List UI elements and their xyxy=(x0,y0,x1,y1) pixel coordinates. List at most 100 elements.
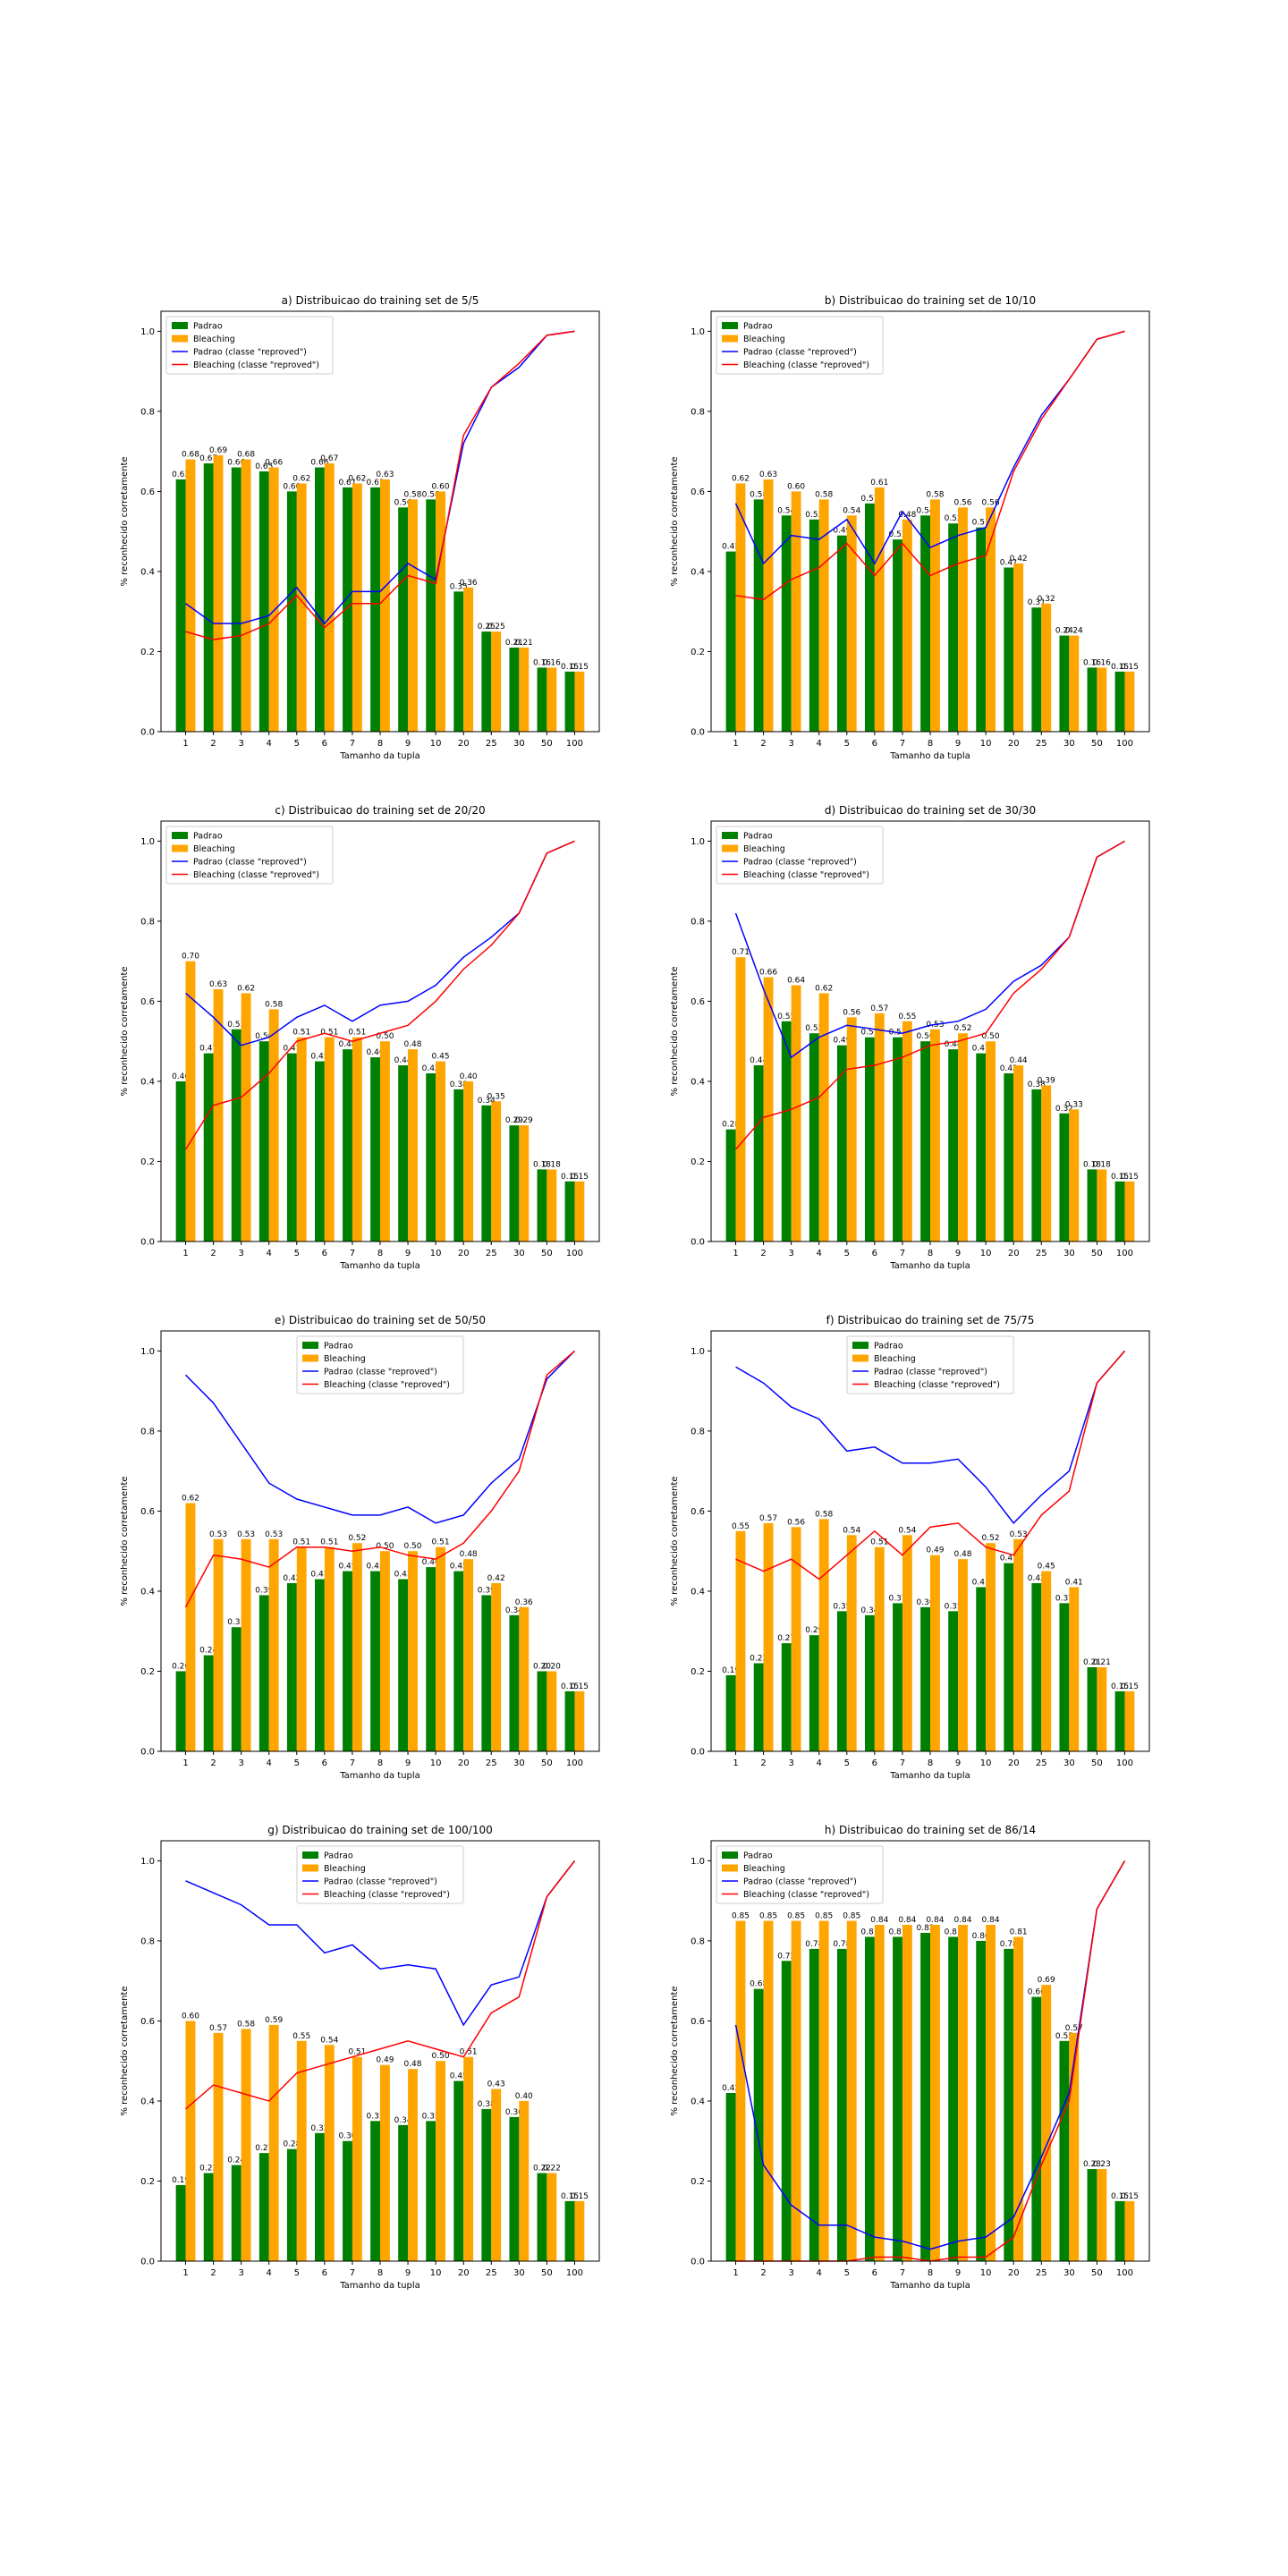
data-label: 0.23 xyxy=(1083,2160,1101,2169)
bar-bleaching xyxy=(735,957,746,1241)
data-label: 0.15 xyxy=(571,2192,589,2201)
legend-swatch xyxy=(722,335,738,343)
bar-bleaching xyxy=(818,1519,829,1751)
y-tick-label: 0.0 xyxy=(140,1238,155,1248)
bar-padrao xyxy=(864,1037,875,1241)
legend-swatch xyxy=(172,832,188,839)
bar-padrao xyxy=(370,487,380,732)
bar-padrao xyxy=(864,1614,875,1751)
data-label: 0.58 xyxy=(815,1510,833,1519)
data-label: 0.35 xyxy=(833,1602,851,1611)
x-tick-label: 5 xyxy=(294,1758,300,1768)
bar-bleaching xyxy=(1069,2032,1080,2261)
x-tick-label: 30 xyxy=(1063,739,1075,749)
data-label: 0.42 xyxy=(487,1574,505,1583)
x-tick-label: 6 xyxy=(322,1249,327,1258)
bar-bleaching xyxy=(519,2100,530,2261)
data-label: 0.16 xyxy=(1083,658,1101,667)
data-label: 0.38 xyxy=(450,1080,468,1089)
bar-bleaching xyxy=(986,1041,996,1241)
data-label: 0.37 xyxy=(888,1594,906,1603)
data-label: 0.20 xyxy=(172,1662,190,1671)
data-label: 0.15 xyxy=(1121,1173,1139,1182)
y-tick-label: 0.4 xyxy=(691,1587,705,1597)
bar-bleaching xyxy=(241,2029,251,2261)
y-tick-label: 0.6 xyxy=(691,487,705,497)
bar-padrao xyxy=(426,1073,436,1241)
data-label: 0.55 xyxy=(292,2032,310,2041)
data-label: 0.54 xyxy=(843,506,860,515)
legend-entry: Bleaching (classe "reproved") xyxy=(743,360,869,370)
data-label: 0.49 xyxy=(376,2056,394,2065)
bar-padrao xyxy=(1031,1583,1042,1751)
data-label: 0.15 xyxy=(561,1682,579,1691)
data-label: 0.51 xyxy=(460,2048,478,2057)
bar-bleaching xyxy=(241,993,251,1241)
data-label: 0.78 xyxy=(833,1940,851,1949)
data-label: 0.48 xyxy=(403,2060,421,2069)
data-label: 0.47 xyxy=(199,1045,217,1054)
bar-padrao xyxy=(893,539,902,732)
bar-bleaching xyxy=(213,1538,224,1751)
data-label: 0.65 xyxy=(255,462,273,471)
data-label: 0.58 xyxy=(265,1000,283,1009)
x-axis-label: Tamanho da tupla xyxy=(889,2281,970,2291)
chart-panel: f) Distribuicao do training set de 75/75… xyxy=(670,1314,1150,1781)
legend-swatch xyxy=(302,1342,318,1349)
y-tick-label: 0.0 xyxy=(140,2258,155,2267)
x-tick-label: 30 xyxy=(1063,2268,1075,2278)
bar-bleaching xyxy=(930,1555,940,1751)
data-label: 0.42 xyxy=(1010,555,1028,564)
y-tick-label: 0.2 xyxy=(140,648,155,657)
legend-entry: Padrao (classe "reproved") xyxy=(193,858,307,868)
x-tick-label: 3 xyxy=(788,2268,793,2278)
data-label: 0.32 xyxy=(310,2124,328,2133)
x-tick-label: 3 xyxy=(788,739,793,749)
x-tick-label: 25 xyxy=(486,1758,497,1768)
bar-bleaching xyxy=(735,1530,746,1751)
data-label: 0.15 xyxy=(571,1173,589,1182)
data-label: 0.35 xyxy=(487,1092,505,1101)
x-tick-label: 9 xyxy=(405,739,411,749)
data-label: 0.45 xyxy=(722,543,740,552)
chart-title: g) Distribuicao do training set de 100/1… xyxy=(267,1824,492,1836)
bar-bleaching xyxy=(930,1925,940,2261)
bar-bleaching xyxy=(491,1101,502,1241)
bar-bleaching xyxy=(1013,1065,1024,1241)
data-label: 0.62 xyxy=(732,474,750,483)
x-tick-label: 30 xyxy=(1063,1758,1075,1768)
legend-entry: Bleaching (classe "reproved") xyxy=(324,1380,450,1390)
bar-padrao xyxy=(564,2200,575,2261)
data-label: 0.42 xyxy=(1028,1574,1046,1583)
plot-frame xyxy=(160,1840,600,2262)
bar-padrao xyxy=(753,1988,764,2261)
bar-padrao xyxy=(564,1690,575,1751)
plot-frame xyxy=(160,1330,600,1752)
data-label: 0.41 xyxy=(972,1578,990,1587)
data-label: 0.54 xyxy=(898,1526,916,1535)
x-tick-label: 25 xyxy=(486,2268,497,2278)
bar-bleaching xyxy=(241,1538,251,1751)
data-label: 0.40 xyxy=(172,1072,190,1081)
x-tick-label: 5 xyxy=(844,2268,850,2278)
legend-entry: Padrao xyxy=(743,1852,773,1861)
legend-entry: Bleaching xyxy=(743,844,785,854)
legend: Padrao Bleaching Padrao (classe "reproved"… xyxy=(716,316,884,375)
y-tick-label: 0.2 xyxy=(140,1157,155,1167)
y-tick-label: 0.8 xyxy=(140,1427,155,1436)
data-label: 0.75 xyxy=(777,1952,795,1961)
bar-padrao xyxy=(836,1611,847,1751)
data-label: 0.24 xyxy=(199,1647,217,1656)
bar-padrao xyxy=(1114,1181,1125,1241)
y-tick-label: 0.6 xyxy=(140,487,155,497)
data-label: 0.60 xyxy=(182,2012,199,2021)
x-tick-label: 100 xyxy=(566,2268,583,2278)
x-tick-label: 100 xyxy=(1116,1758,1133,1768)
y-tick-label: 0.0 xyxy=(140,1748,155,1758)
line-padrao-reproved xyxy=(185,1860,576,2027)
x-tick-label: 1 xyxy=(182,1758,188,1768)
bar-bleaching xyxy=(818,993,829,1241)
data-label: 0.58 xyxy=(926,490,944,499)
legend-box xyxy=(165,826,334,885)
x-tick-label: 8 xyxy=(377,1758,383,1768)
